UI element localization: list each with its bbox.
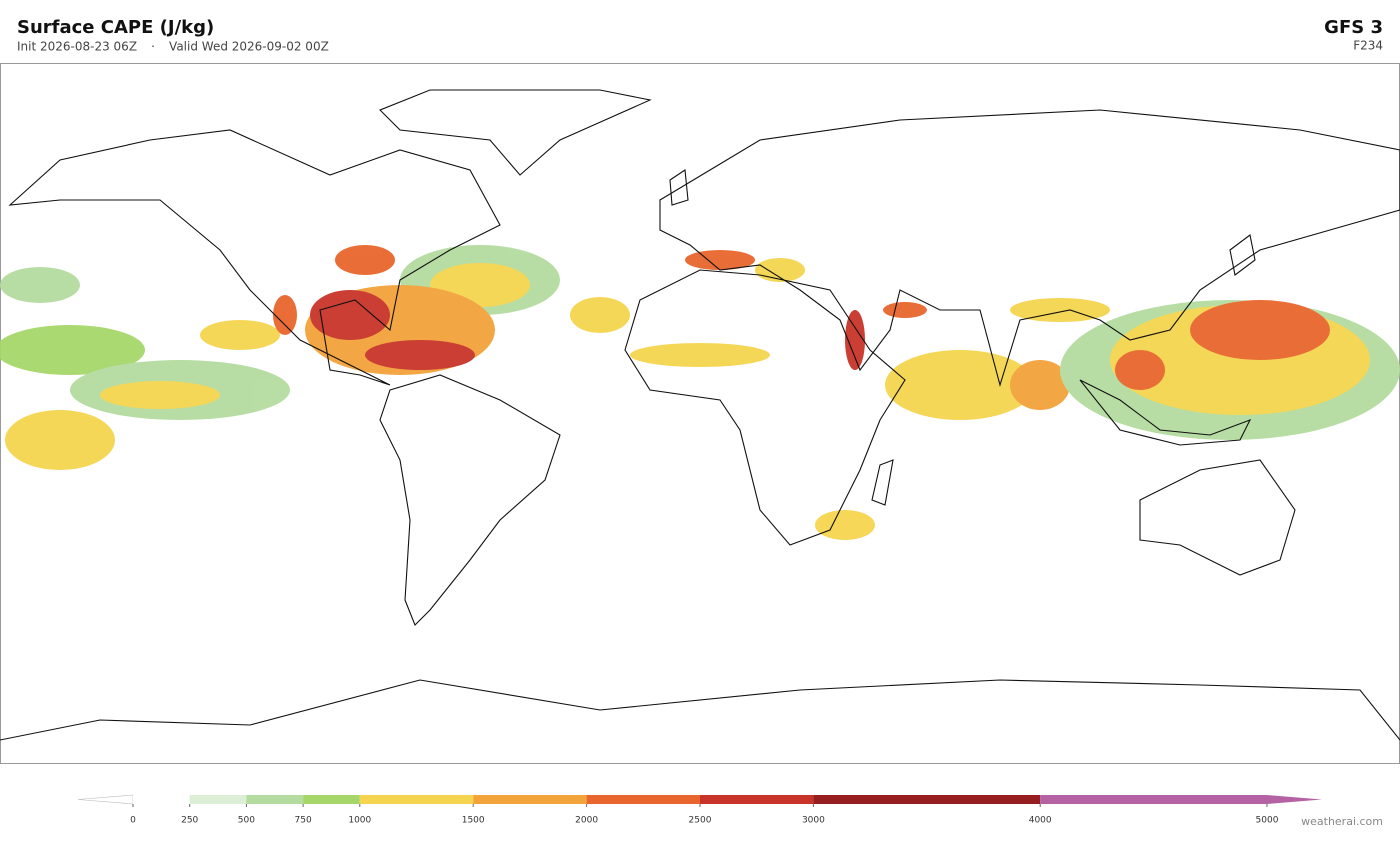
colorbar-segment	[473, 795, 587, 804]
north-america	[8, 129, 501, 386]
forecast-hour: F234	[1353, 39, 1383, 53]
model-name: GFS 3	[1324, 17, 1383, 38]
british-isles	[669, 169, 689, 206]
colorbar-tick-label: 5000	[1256, 816, 1279, 826]
colorbar-extend-low	[77, 794, 134, 805]
colorbar-segment	[303, 795, 360, 804]
cape-area	[630, 343, 770, 367]
colorbar-tick-label: 4000	[1029, 816, 1052, 826]
init-time: Init 2026-08-23 06Z	[17, 40, 137, 54]
indonesia	[1079, 379, 1252, 446]
cape-area	[815, 510, 875, 540]
cape-area	[1190, 300, 1330, 360]
colorbar-segment	[813, 795, 1041, 804]
colorbar-tick-label: 3000	[802, 816, 825, 826]
cape-area	[885, 350, 1035, 420]
cape-area	[755, 258, 805, 282]
colorbar-segment	[246, 795, 304, 804]
cape-area	[1010, 298, 1110, 322]
cape-area	[1010, 360, 1070, 410]
cape-area	[273, 295, 297, 335]
colorbar-segment	[133, 795, 190, 804]
coastlines	[0, 89, 1400, 741]
madagascar	[871, 459, 894, 506]
cape-area	[845, 310, 865, 370]
cape-area	[365, 340, 475, 370]
separator: ·	[151, 40, 155, 54]
cape-area	[0, 267, 80, 303]
colorbar-tick-label: 0	[130, 816, 136, 826]
colorbar-tick-label: 1000	[348, 816, 371, 826]
japan	[1229, 234, 1256, 276]
watermark: weatherai.com	[1301, 815, 1383, 828]
valid-time: Valid Wed 2026-09-02 00Z	[169, 40, 329, 54]
antarctica	[0, 679, 1400, 741]
cape-area	[1115, 350, 1165, 390]
cape-area	[335, 245, 395, 275]
colorbar: 0 250 500 750 1000 1500 2000 2500 3000 4000 5000	[77, 794, 1322, 826]
colorbar-tick-label: 2000	[575, 816, 598, 826]
colorbar-tick-label: 2500	[689, 816, 712, 826]
cape-area	[100, 381, 220, 409]
greenland	[379, 89, 652, 176]
colorbar-tick-label: 750	[295, 816, 312, 826]
colorbar-segment	[1040, 795, 1267, 804]
colorbar-tick-label: 250	[181, 816, 198, 826]
colorbar-tick-label: 500	[238, 816, 255, 826]
cape-area	[570, 297, 630, 333]
africa	[624, 269, 906, 546]
title: Surface CAPE (J/kg)	[17, 17, 214, 38]
cape-area	[883, 302, 927, 318]
map	[0, 63, 1400, 764]
colorbar-segment	[586, 795, 700, 804]
colorbar-segment	[700, 795, 814, 804]
cape-area	[0, 325, 145, 375]
south-america	[379, 374, 561, 626]
colorbar-segment	[359, 795, 474, 804]
eurasia	[659, 109, 1400, 387]
cape-area	[200, 320, 280, 350]
cape-area	[5, 410, 115, 470]
cape-area	[310, 290, 390, 340]
cape-field	[0, 245, 1400, 540]
colorbar-segment	[189, 795, 247, 804]
australia	[1139, 459, 1296, 576]
colorbar-tick-label: 1500	[462, 816, 485, 826]
colorbar-extend-high	[1267, 795, 1322, 804]
